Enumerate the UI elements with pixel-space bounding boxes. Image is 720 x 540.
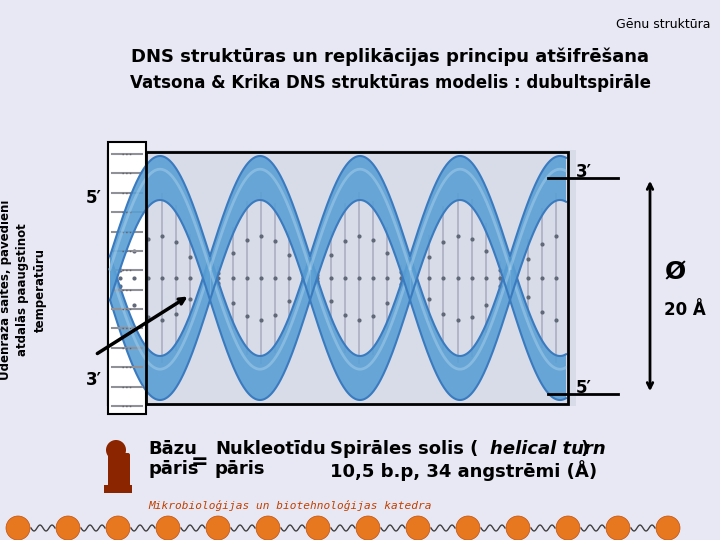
Circle shape xyxy=(406,516,430,540)
Text: 5′: 5′ xyxy=(576,379,592,397)
Text: ): ) xyxy=(580,440,588,458)
Circle shape xyxy=(56,516,80,540)
Circle shape xyxy=(606,516,630,540)
Circle shape xyxy=(556,516,580,540)
Circle shape xyxy=(356,516,380,540)
Text: Spirāles solis (: Spirāles solis ( xyxy=(330,440,478,458)
Text: Ūdenraža saites, pavedieni
atdalās paaugstinot
temperatūru: Ūdenraža saites, pavedieni atdalās paaug… xyxy=(0,200,47,380)
Text: Nukleotīdu: Nukleotīdu xyxy=(215,440,325,458)
Text: 20 Å: 20 Å xyxy=(664,301,706,319)
Text: helical turn: helical turn xyxy=(490,440,606,458)
Bar xyxy=(108,142,146,414)
Polygon shape xyxy=(510,156,566,299)
Bar xyxy=(104,485,132,493)
Polygon shape xyxy=(410,256,510,400)
Text: Mikrobioloģijas un biotehnoloģijas katedra: Mikrobioloģijas un biotehnoloģijas kated… xyxy=(148,500,431,511)
Polygon shape xyxy=(310,156,410,300)
Text: pāris: pāris xyxy=(215,460,266,478)
Circle shape xyxy=(456,516,480,540)
Text: pāris: pāris xyxy=(148,460,199,478)
Text: Vatsona & Krika DNS struktūras modelis : dubultspirāle: Vatsona & Krika DNS struktūras modelis :… xyxy=(130,74,650,92)
Text: 10,5 b.p, 34 angstrēmi (Å): 10,5 b.p, 34 angstrēmi (Å) xyxy=(330,460,597,481)
Polygon shape xyxy=(310,256,410,400)
Circle shape xyxy=(506,516,530,540)
Polygon shape xyxy=(410,156,510,300)
Text: Bāzu: Bāzu xyxy=(148,440,197,458)
Circle shape xyxy=(6,516,30,540)
Text: 3′: 3′ xyxy=(86,371,102,389)
Text: 5′: 5′ xyxy=(86,189,102,207)
Polygon shape xyxy=(210,156,310,300)
Circle shape xyxy=(106,516,130,540)
Circle shape xyxy=(306,516,330,540)
Text: =: = xyxy=(192,452,209,472)
Text: 3′: 3′ xyxy=(576,163,592,181)
Text: DNS struktūras un replikācijas principu atšifrēšana: DNS struktūras un replikācijas principu … xyxy=(131,48,649,66)
Polygon shape xyxy=(210,256,310,400)
Text: Gēnu struktūra: Gēnu struktūra xyxy=(616,18,710,31)
Bar xyxy=(106,150,576,406)
Circle shape xyxy=(206,516,230,540)
Bar xyxy=(146,152,568,404)
Circle shape xyxy=(106,440,126,460)
Circle shape xyxy=(156,516,180,540)
Polygon shape xyxy=(110,256,210,400)
FancyBboxPatch shape xyxy=(108,453,130,489)
Text: Ø: Ø xyxy=(664,260,685,284)
Polygon shape xyxy=(510,257,566,400)
Circle shape xyxy=(656,516,680,540)
Polygon shape xyxy=(110,156,210,300)
Circle shape xyxy=(256,516,280,540)
